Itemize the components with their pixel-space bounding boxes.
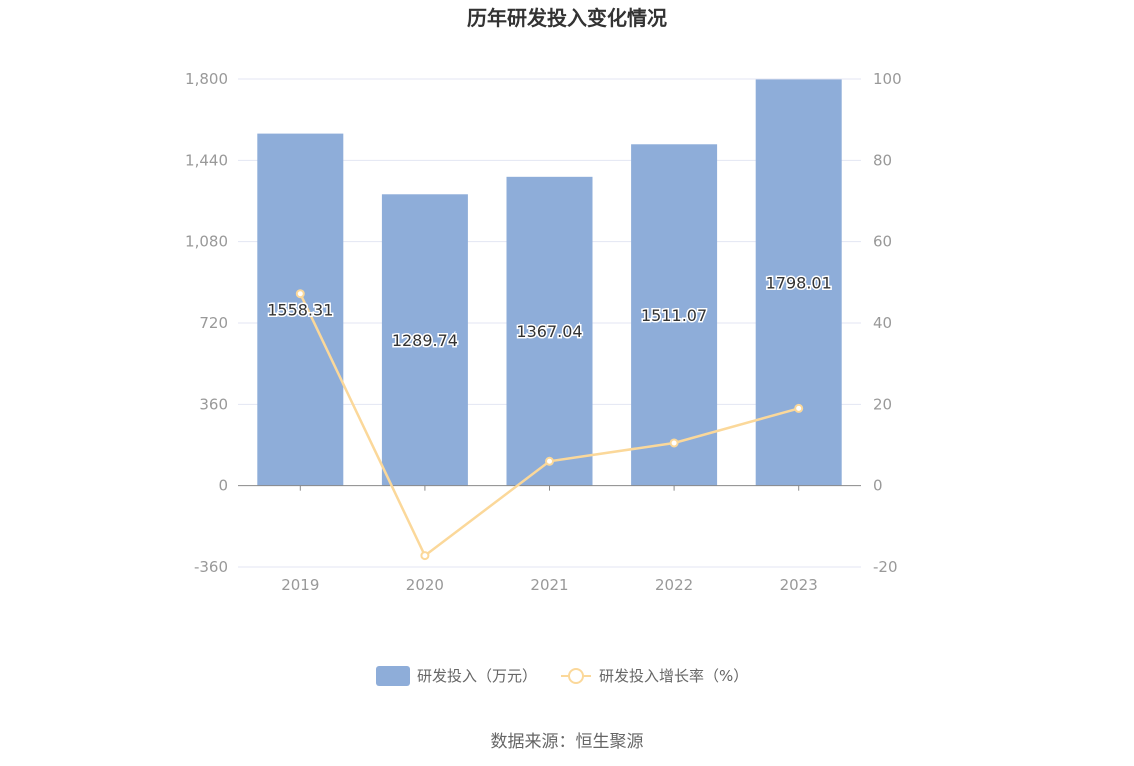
growth-point <box>794 403 804 413</box>
bar <box>381 194 468 486</box>
right-axis-tick-label: 60 <box>873 233 892 251</box>
growth-point <box>420 551 430 561</box>
chart-title: 历年研发投入变化情况 <box>467 6 667 30</box>
growth-point <box>669 438 679 448</box>
growth-point <box>295 289 305 299</box>
bar-data-label: 1289.74 <box>392 331 458 350</box>
left-axis-tick-label: 0 <box>218 477 228 495</box>
x-axis-tick-label: 2022 <box>655 576 693 594</box>
bar-data-label: 1798.01 <box>766 274 832 293</box>
right-axis-tick-label: 0 <box>873 477 883 495</box>
legend-swatch-bar <box>376 666 410 686</box>
bar-data-label: 1367.04 <box>516 322 582 341</box>
x-axis-tick-label: 2021 <box>530 576 568 594</box>
left-axis-tick-label: -360 <box>194 558 228 576</box>
right-axis-tick-label: 20 <box>873 395 892 413</box>
left-axis-tick-label: 1,800 <box>185 70 228 88</box>
bar <box>755 79 842 486</box>
bar <box>506 176 593 486</box>
right-axis-tick-label: 100 <box>873 70 902 88</box>
right-axis-tick-label: 80 <box>873 151 892 169</box>
bar-data-label: 1558.31 <box>267 301 333 320</box>
right-axis: -20 0 20 40 60 80 100 <box>873 70 902 576</box>
source-note: 数据来源：恒生聚源 <box>491 732 644 752</box>
bar-series <box>257 79 842 486</box>
legend: 研发投入（万元） 研发投入增长率（%） <box>376 666 748 686</box>
bar <box>257 133 344 486</box>
bar <box>631 144 718 486</box>
left-axis-tick-label: 720 <box>199 314 228 332</box>
legend-item-line[interactable]: 研发投入增长率（%） <box>561 667 748 685</box>
left-axis-tick-label: 1,080 <box>185 233 228 251</box>
right-axis-tick-label: -20 <box>873 558 898 576</box>
growth-point <box>545 456 554 466</box>
left-axis-tick-label: 1,440 <box>185 151 228 169</box>
legend-label-line: 研发投入增长率（%） <box>599 667 748 685</box>
data-labels: 1558.31 1289.74 1367.04 1511.07 1798.01 <box>266 272 834 351</box>
left-axis-tick-label: 360 <box>199 395 228 413</box>
x-axis-tick-label: 2019 <box>281 576 319 594</box>
legend-swatch-marker <box>568 668 584 684</box>
x-axis-tick-label: 2020 <box>406 576 444 594</box>
legend-item-bar[interactable]: 研发投入（万元） <box>376 666 537 686</box>
bar-data-label: 1511.07 <box>641 306 707 325</box>
right-axis-tick-label: 40 <box>873 314 892 332</box>
line-series <box>295 289 804 561</box>
legend-label-bar: 研发投入（万元） <box>417 667 537 685</box>
x-axis-tick-label: 2023 <box>780 576 818 594</box>
x-axis: 2019 2020 2021 2022 2023 <box>238 485 861 594</box>
left-axis: -360 0 360 720 1,080 1,440 1,800 <box>185 70 228 576</box>
